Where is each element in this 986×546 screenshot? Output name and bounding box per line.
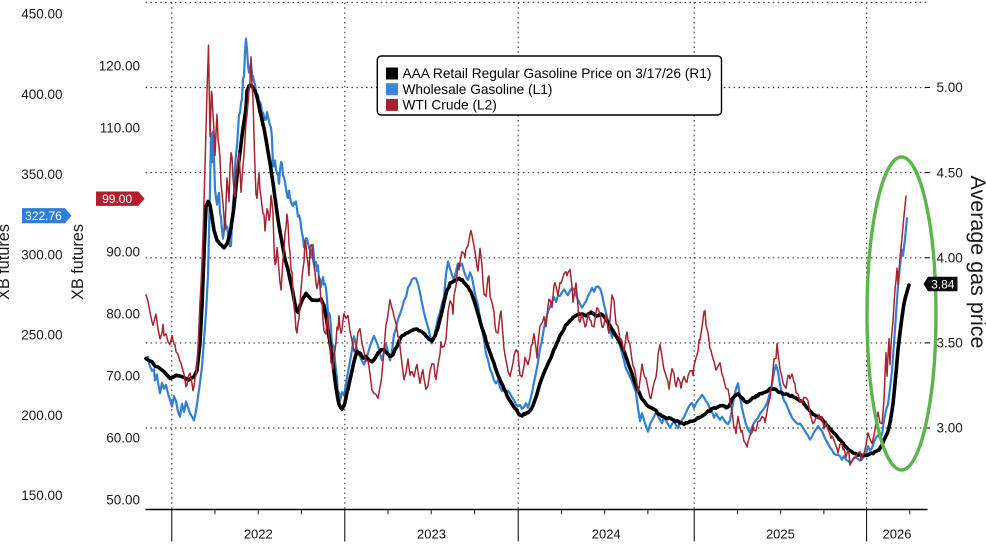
svg-text:70.00: 70.00 [106, 369, 140, 384]
svg-text:3.00: 3.00 [937, 421, 963, 436]
svg-text:200.00: 200.00 [21, 408, 62, 423]
svg-text:250.00: 250.00 [21, 328, 62, 343]
svg-text:WTI Crude (L2): WTI Crude (L2) [403, 98, 497, 113]
svg-text:80.00: 80.00 [106, 307, 140, 322]
svg-text:AAA Retail Regular Gasoline Pr: AAA Retail Regular Gasoline Price on 3/1… [403, 66, 712, 81]
svg-text:2023: 2023 [417, 527, 446, 542]
svg-text:Wholesale Gasoline (L1): Wholesale Gasoline (L1) [403, 82, 553, 97]
svg-text:Average gas price: Average gas price [966, 176, 986, 349]
svg-text:450.00: 450.00 [21, 7, 62, 22]
svg-text:3.50: 3.50 [937, 336, 963, 351]
svg-text:3.84: 3.84 [931, 277, 955, 291]
svg-text:150.00: 150.00 [21, 488, 62, 503]
svg-text:350.00: 350.00 [21, 167, 62, 182]
svg-text:2026: 2026 [883, 527, 912, 542]
svg-text:2025: 2025 [766, 527, 795, 542]
svg-text:60.00: 60.00 [106, 431, 140, 446]
svg-text:XB futures: XB futures [69, 224, 87, 300]
svg-text:4.00: 4.00 [937, 250, 963, 265]
svg-text:400.00: 400.00 [21, 87, 62, 102]
svg-text:300.00: 300.00 [21, 247, 62, 262]
svg-text:322.76: 322.76 [25, 209, 62, 223]
svg-text:2024: 2024 [592, 527, 621, 542]
svg-text:2022: 2022 [244, 527, 273, 542]
svg-text:50.00: 50.00 [106, 493, 140, 508]
svg-text:120.00: 120.00 [99, 59, 140, 74]
svg-text:90.00: 90.00 [106, 245, 140, 260]
svg-text:4.50: 4.50 [937, 165, 963, 180]
svg-text:5.00: 5.00 [937, 80, 963, 95]
svg-text:110.00: 110.00 [100, 121, 140, 136]
svg-text:99.00: 99.00 [102, 192, 132, 206]
svg-text:XB futures: XB futures [0, 224, 13, 300]
